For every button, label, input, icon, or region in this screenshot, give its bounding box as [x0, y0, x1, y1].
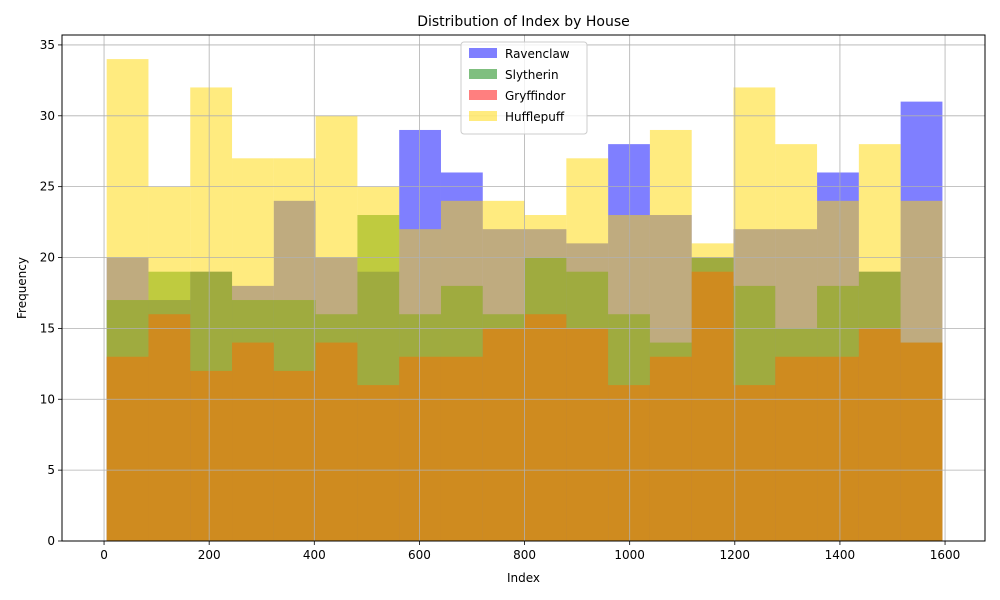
y-tick-label: 15	[40, 321, 55, 335]
x-tick-label: 200	[198, 548, 221, 562]
chart-title: Distribution of Index by House	[417, 14, 630, 30]
x-tick-label: 600	[408, 548, 431, 562]
bar-hufflepuff-3	[232, 158, 274, 542]
bar-hufflepuff-10	[524, 215, 567, 541]
bar-hufflepuff-4	[273, 158, 316, 542]
y-tick-label: 10	[40, 392, 55, 406]
bar-hufflepuff-7	[399, 229, 441, 542]
x-axis-title: Index	[507, 571, 540, 585]
y-tick-label: 5	[47, 463, 55, 477]
bar-hufflepuff-12	[608, 215, 650, 541]
y-tick-label: 20	[40, 251, 55, 265]
x-tick-label: 400	[303, 548, 326, 562]
bar-hufflepuff-14	[691, 243, 734, 541]
bar-hufflepuff-8	[440, 200, 483, 541]
bar-hufflepuff-0	[106, 59, 149, 541]
y-tick-label: 35	[40, 38, 55, 52]
y-axis-ticks: 0 5 10 15 20 25 30 35	[40, 38, 62, 548]
y-axis-title: Frequency	[15, 257, 29, 319]
legend-label-slytherin: Slytherin	[505, 68, 559, 82]
bar-hufflepuff-16	[775, 144, 818, 541]
y-tick-label: 25	[40, 180, 55, 194]
bar-hufflepuff-19	[900, 200, 943, 541]
bar-hufflepuff-13	[649, 129, 692, 541]
legend-label-gryffindor: Gryffindor	[505, 89, 566, 103]
bar-hufflepuff-6	[357, 186, 400, 541]
bar-hufflepuff-9	[482, 200, 525, 541]
legend-label-ravenclaw: Ravenclaw	[505, 47, 570, 61]
bar-hufflepuff-15	[733, 87, 776, 542]
legend-swatch-slytherin	[469, 69, 497, 79]
bar-hufflepuff-17	[817, 200, 859, 541]
x-tick-label: 1400	[825, 548, 856, 562]
x-tick-label: 1000	[614, 548, 645, 562]
legend: Ravenclaw Slytherin Gryffindor Hufflepuff	[460, 41, 588, 135]
legend-label-hufflepuff: Hufflepuff	[505, 110, 565, 124]
legend-swatch-ravenclaw	[469, 48, 497, 58]
x-tick-label: 1600	[930, 548, 961, 562]
plot-frame	[61, 34, 986, 542]
bar-hufflepuff-18	[858, 144, 901, 541]
legend-swatch-hufflepuff	[469, 111, 497, 121]
bar-hufflepuff-11	[566, 158, 609, 542]
y-tick-label: 0	[47, 534, 55, 548]
legend-swatch-gryffindor	[469, 90, 497, 100]
y-tick-label: 30	[40, 109, 55, 123]
x-tick-label: 1200	[720, 548, 751, 562]
bar-hufflepuff-1	[148, 186, 191, 541]
x-tick-label: 800	[513, 548, 536, 562]
x-tick-label: 0	[100, 548, 108, 562]
bar-hufflepuff-2	[190, 87, 233, 542]
x-axis-ticks: 0 200 400 600 800 1000 1200 1400 1600	[100, 541, 960, 562]
